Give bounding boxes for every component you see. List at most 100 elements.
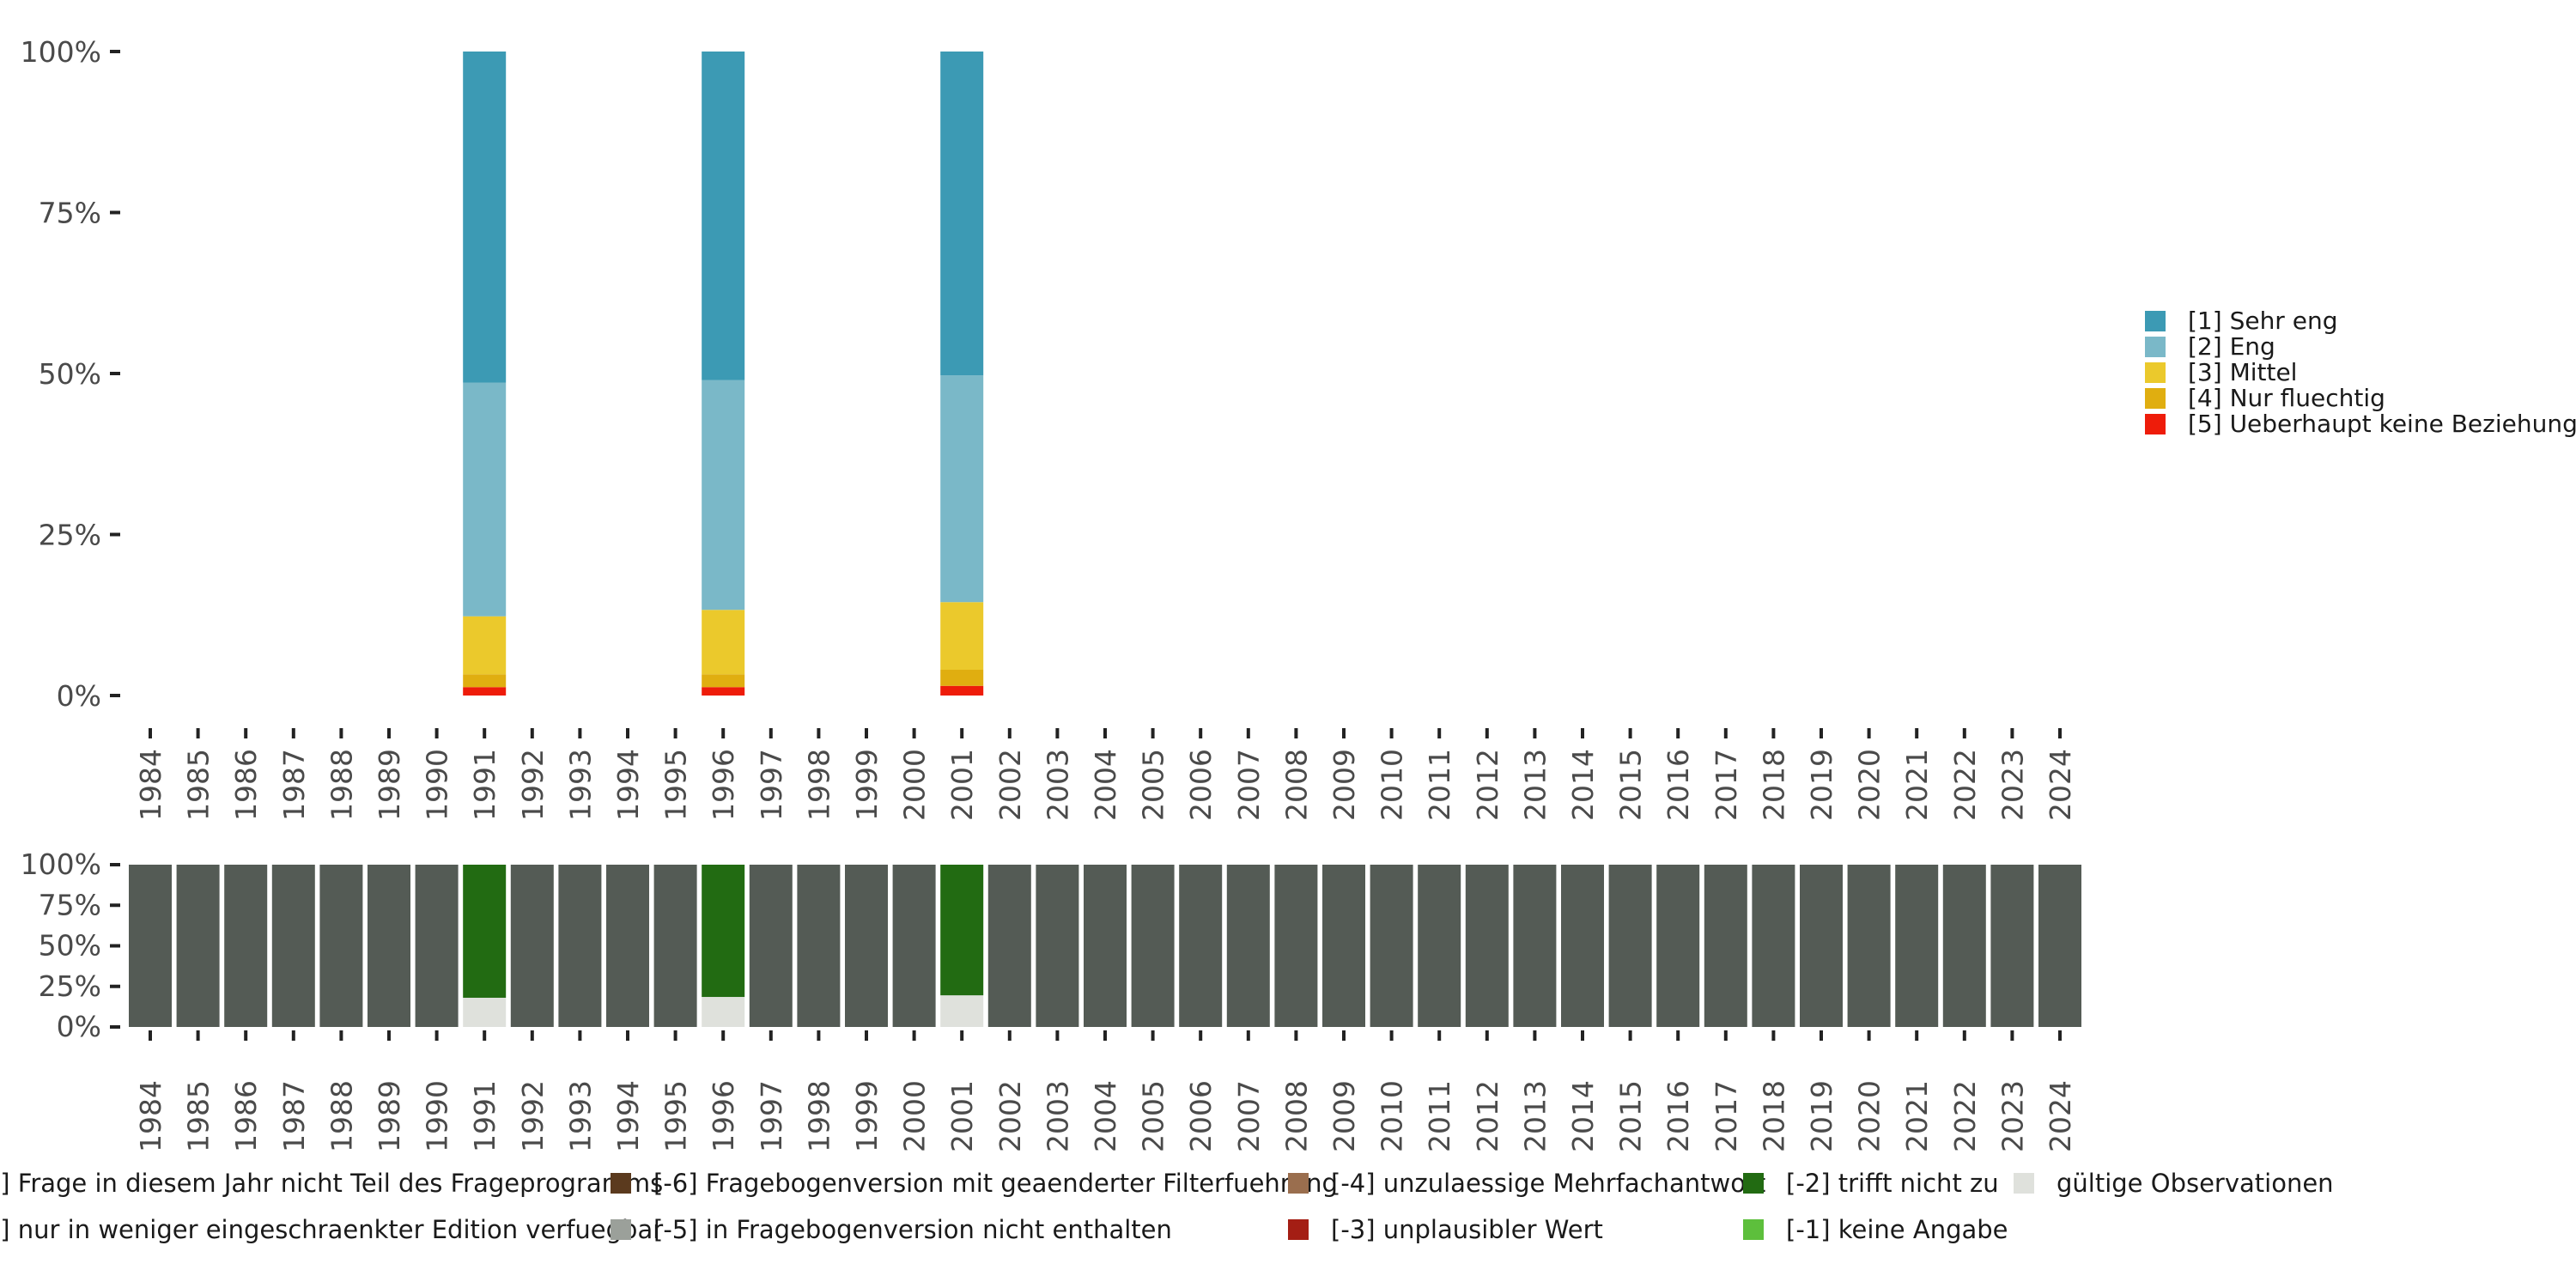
bottom-legend-label: [-8] Frage in diesem Jahr nicht Teil des…: [0, 1169, 663, 1198]
bot-xtick-label: 2000: [898, 1080, 932, 1152]
bot-xtick-label: 1996: [707, 1080, 740, 1152]
bottom-bar-segment: [1513, 865, 1557, 1027]
top-xtick-label: 2008: [1279, 749, 1313, 821]
top-bar-segment: [940, 602, 984, 670]
bot-xtick-label: 2022: [1948, 1080, 1982, 1152]
bottom-bar-segment: [653, 865, 697, 1027]
bot-xtick-label: 1987: [277, 1080, 311, 1152]
bottom-bar-segment: [1226, 865, 1270, 1027]
bottom-bar-segment: [1370, 865, 1413, 1027]
legend-swatch: [2145, 362, 2166, 383]
bottom-legend-label: gültige Observationen: [2057, 1169, 2334, 1198]
bottom-bar-segment: [1418, 865, 1461, 1027]
top-bar-segment: [940, 52, 984, 376]
bot-ytick-label: 0%: [57, 1010, 101, 1043]
bot-ytick-label: 50%: [39, 929, 101, 963]
bot-xtick-label: 1990: [421, 1080, 454, 1152]
top-bar-segment: [702, 380, 745, 611]
bottom-bar-segment: [1800, 865, 1843, 1027]
top-xtick-label: 2007: [1232, 749, 1266, 821]
top-xtick-label: 1986: [229, 749, 263, 821]
bottom-legend-label: [-3] unplausibler Wert: [1331, 1215, 1603, 1244]
bot-xtick-label: 2023: [1996, 1080, 2029, 1152]
bottom-bar-segment: [1131, 865, 1175, 1027]
top-xtick-label: 1991: [468, 749, 501, 821]
top-xtick-label: 2002: [993, 749, 1027, 821]
bottom-bar-segment: [2038, 865, 2081, 1027]
bottom-legend-swatch: [2014, 1173, 2034, 1194]
bot-xtick-label: 2001: [945, 1080, 979, 1152]
top-xtick-label: 2023: [1996, 749, 2029, 821]
bot-xtick-label: 2017: [1710, 1080, 1743, 1152]
top-ytick-label: 100%: [21, 35, 101, 69]
bottom-legend-swatch: [611, 1219, 631, 1240]
top-bar-segment: [702, 52, 745, 380]
legend-label: [1] Sehr eng: [2188, 307, 2337, 335]
bottom-bar-segment: [1704, 865, 1747, 1027]
top-bar-segment: [463, 674, 507, 688]
bot-xtick-label: 2006: [1184, 1080, 1218, 1152]
top-xtick-label: 2000: [898, 749, 932, 821]
bottom-bar-segment: [1895, 865, 1939, 1027]
bot-xtick-label: 2013: [1518, 1080, 1552, 1152]
bot-xtick-label: 1997: [755, 1080, 788, 1152]
top-bar-segment: [463, 382, 507, 617]
legend-swatch: [2145, 311, 2166, 331]
bottom-bar-segment: [1608, 865, 1652, 1027]
top-xtick-label: 1998: [802, 749, 835, 821]
bottom-bar-segment: [1752, 865, 1795, 1027]
top-xtick-label: 1987: [277, 749, 311, 821]
bottom-bar-segment: [1847, 865, 1891, 1027]
bottom-bar-segment: [129, 865, 172, 1027]
legend-label: [2] Eng: [2188, 332, 2275, 361]
bot-xtick-label: 2014: [1566, 1080, 1600, 1152]
bot-xtick-label: 2015: [1614, 1080, 1648, 1152]
top-xtick-label: 2003: [1041, 749, 1074, 821]
top-xtick-label: 2009: [1327, 749, 1361, 821]
top-xtick-label: 2004: [1089, 749, 1122, 821]
bottom-legend-label: [-2] trifft nicht zu: [1786, 1169, 1999, 1198]
bot-ytick-label: 100%: [21, 848, 101, 881]
bottom-bar-segment: [176, 865, 220, 1027]
bottom-bar-segment: [1942, 865, 1986, 1027]
top-xtick-label: 1994: [611, 749, 645, 821]
bot-xtick-label: 1993: [563, 1080, 597, 1152]
top-bar-segment: [940, 685, 984, 696]
top-xtick-label: 2024: [2044, 749, 2077, 821]
bot-xtick-label: 2016: [1662, 1080, 1695, 1152]
top-xtick-label: 2017: [1710, 749, 1743, 821]
bottom-bar-segment: [940, 865, 984, 996]
bottom-legend-swatch: [611, 1173, 631, 1194]
top-bar-segment: [702, 687, 745, 696]
top-xtick-label: 1989: [373, 749, 406, 821]
bottom-bar-segment: [797, 865, 841, 1027]
bottom-legend-label: [-5] in Fragebogenversion nicht enthalte…: [653, 1215, 1172, 1244]
top-ytick-label: 0%: [57, 679, 101, 713]
bottom-bar-segment: [845, 865, 888, 1027]
top-xtick-label: 1993: [563, 749, 597, 821]
top-bar-segment: [940, 375, 984, 603]
bot-xtick-label: 2019: [1805, 1080, 1838, 1152]
top-xtick-label: 1996: [707, 749, 740, 821]
bottom-bar-segment: [1179, 865, 1223, 1027]
top-xtick-label: 2016: [1662, 749, 1695, 821]
bot-xtick-label: 2018: [1757, 1080, 1790, 1152]
bottom-legend-label: [-4] unzulaessige Mehrfachantwort: [1331, 1169, 1765, 1198]
bottom-bar-segment: [702, 865, 745, 998]
top-ytick-label: 50%: [39, 357, 101, 391]
bot-xtick-label: 1986: [229, 1080, 263, 1152]
bottom-legend-swatch: [1743, 1173, 1764, 1194]
bot-xtick-label: 1992: [516, 1080, 550, 1152]
bottom-bar-segment: [415, 865, 459, 1027]
bottom-bar-segment: [319, 865, 363, 1027]
bottom-bar-segment: [1990, 865, 2034, 1027]
bottom-legend-label: [-6] Fragebogenversion mit geaenderter F…: [653, 1169, 1338, 1198]
top-bar-segment: [702, 674, 745, 688]
top-xtick-label: 2022: [1948, 749, 1982, 821]
top-bar-segment: [463, 52, 507, 383]
bot-xtick-label: 1999: [850, 1080, 884, 1152]
top-xtick-label: 1985: [182, 749, 216, 821]
bot-xtick-label: 1995: [659, 1080, 693, 1152]
bottom-legend-label: [-7] nur in weniger eingeschraenkter Edi…: [0, 1215, 663, 1244]
